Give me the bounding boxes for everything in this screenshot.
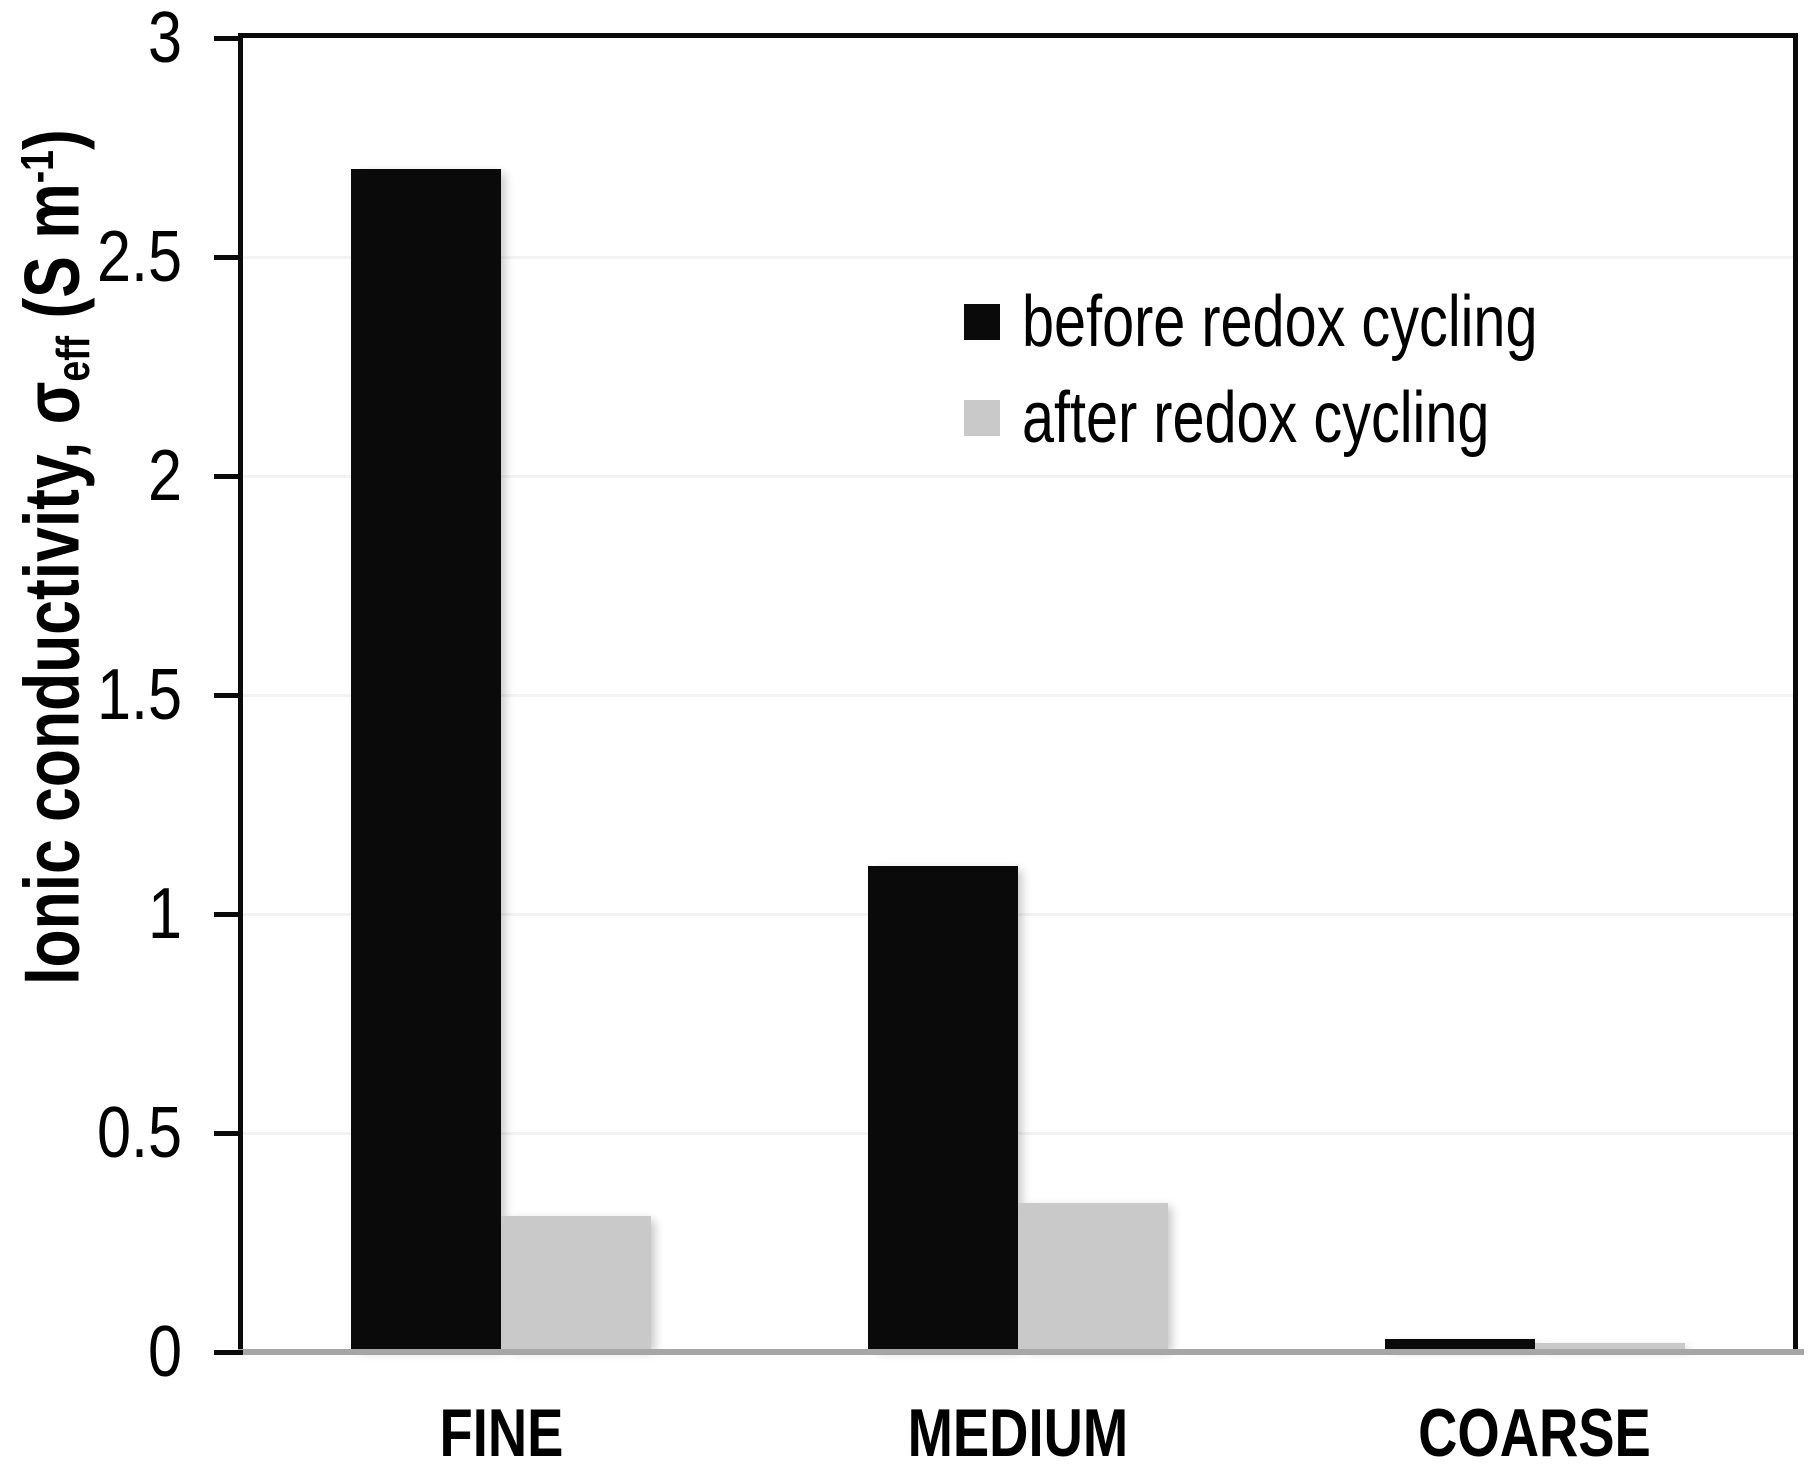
legend-label-text: after redox cycling: [1022, 378, 1490, 458]
x-category-label-text: MEDIUM: [907, 1395, 1129, 1471]
y-tick-label-text: 2: [147, 436, 182, 516]
plot-border-top: [238, 33, 1798, 38]
y-tick-label-1.5: 1.5: [0, 659, 182, 731]
y-tick-1.5: [214, 693, 243, 698]
x-category-label-fine: FINE: [241, 1398, 761, 1468]
x-category-label-medium: MEDIUM: [758, 1398, 1278, 1468]
y-tick-0: [214, 1350, 243, 1355]
y-tick-label-0.5: 0.5: [0, 1097, 182, 1169]
y-tick-0.5: [214, 1131, 243, 1136]
y-tick-label-text: 0.5: [96, 1093, 182, 1173]
y-tick-label-2.5: 2.5: [0, 221, 182, 293]
legend-row-after: after redox cycling: [964, 382, 1666, 454]
bar-medium-before: [868, 865, 1018, 1352]
unit-close: ): [7, 129, 96, 150]
legend-swatch-after: [964, 400, 1000, 436]
gridline-2.5: [243, 256, 1793, 259]
y-axis-line: [238, 33, 243, 1352]
x-axis-baseline: [238, 1349, 1804, 1355]
y-tick-label-1: 1: [0, 878, 182, 950]
legend: before redox cycling after redox cycling: [964, 286, 1666, 478]
y-tick-label-text: 1.5: [96, 655, 182, 735]
y-tick-label-text: 0: [147, 1312, 182, 1392]
y-tick-1: [214, 912, 243, 917]
bar-medium-after: [1018, 1203, 1168, 1352]
y-tick-label-3: 3: [0, 2, 182, 74]
legend-row-before: before redox cycling: [964, 286, 1666, 358]
legend-label: after redox cycling: [1022, 382, 1606, 454]
y-tick-label-text: 1: [147, 874, 182, 954]
bar-coarse-after: [1534, 1343, 1685, 1352]
y-tick-label-text: 2.5: [96, 217, 182, 297]
x-category-label-text: FINE: [439, 1395, 564, 1471]
bar-fine-after: [501, 1216, 652, 1352]
bar-coarse-before: [1384, 1338, 1535, 1352]
gridline-1.5: [243, 694, 1793, 697]
sigma-subscript: eff: [47, 335, 100, 382]
y-tick-2: [214, 474, 243, 479]
plot-border-right: [1793, 33, 1798, 1352]
plot-area: [214, 33, 1804, 1355]
legend-swatch-before: [964, 304, 1000, 340]
sigma-symbol: σ: [7, 381, 96, 425]
y-tick-label-2: 2: [0, 440, 182, 512]
legend-label-text: before redox cycling: [1022, 282, 1538, 362]
gridline-1: [243, 913, 1793, 916]
unit-superscript: -1: [10, 149, 63, 184]
gridline-0.5: [243, 1132, 1793, 1135]
legend-label: before redox cycling: [1022, 286, 1666, 358]
y-tick-2.5: [214, 255, 243, 260]
bar-fine-before: [351, 169, 502, 1352]
y-tick-label-0: 0: [0, 1316, 182, 1388]
x-category-label-coarse: COARSE: [1275, 1398, 1795, 1468]
y-tick-3: [214, 36, 243, 41]
y-tick-label-text: 3: [147, 0, 182, 78]
x-category-label-text: COARSE: [1418, 1395, 1652, 1471]
gridline-2: [243, 475, 1793, 478]
